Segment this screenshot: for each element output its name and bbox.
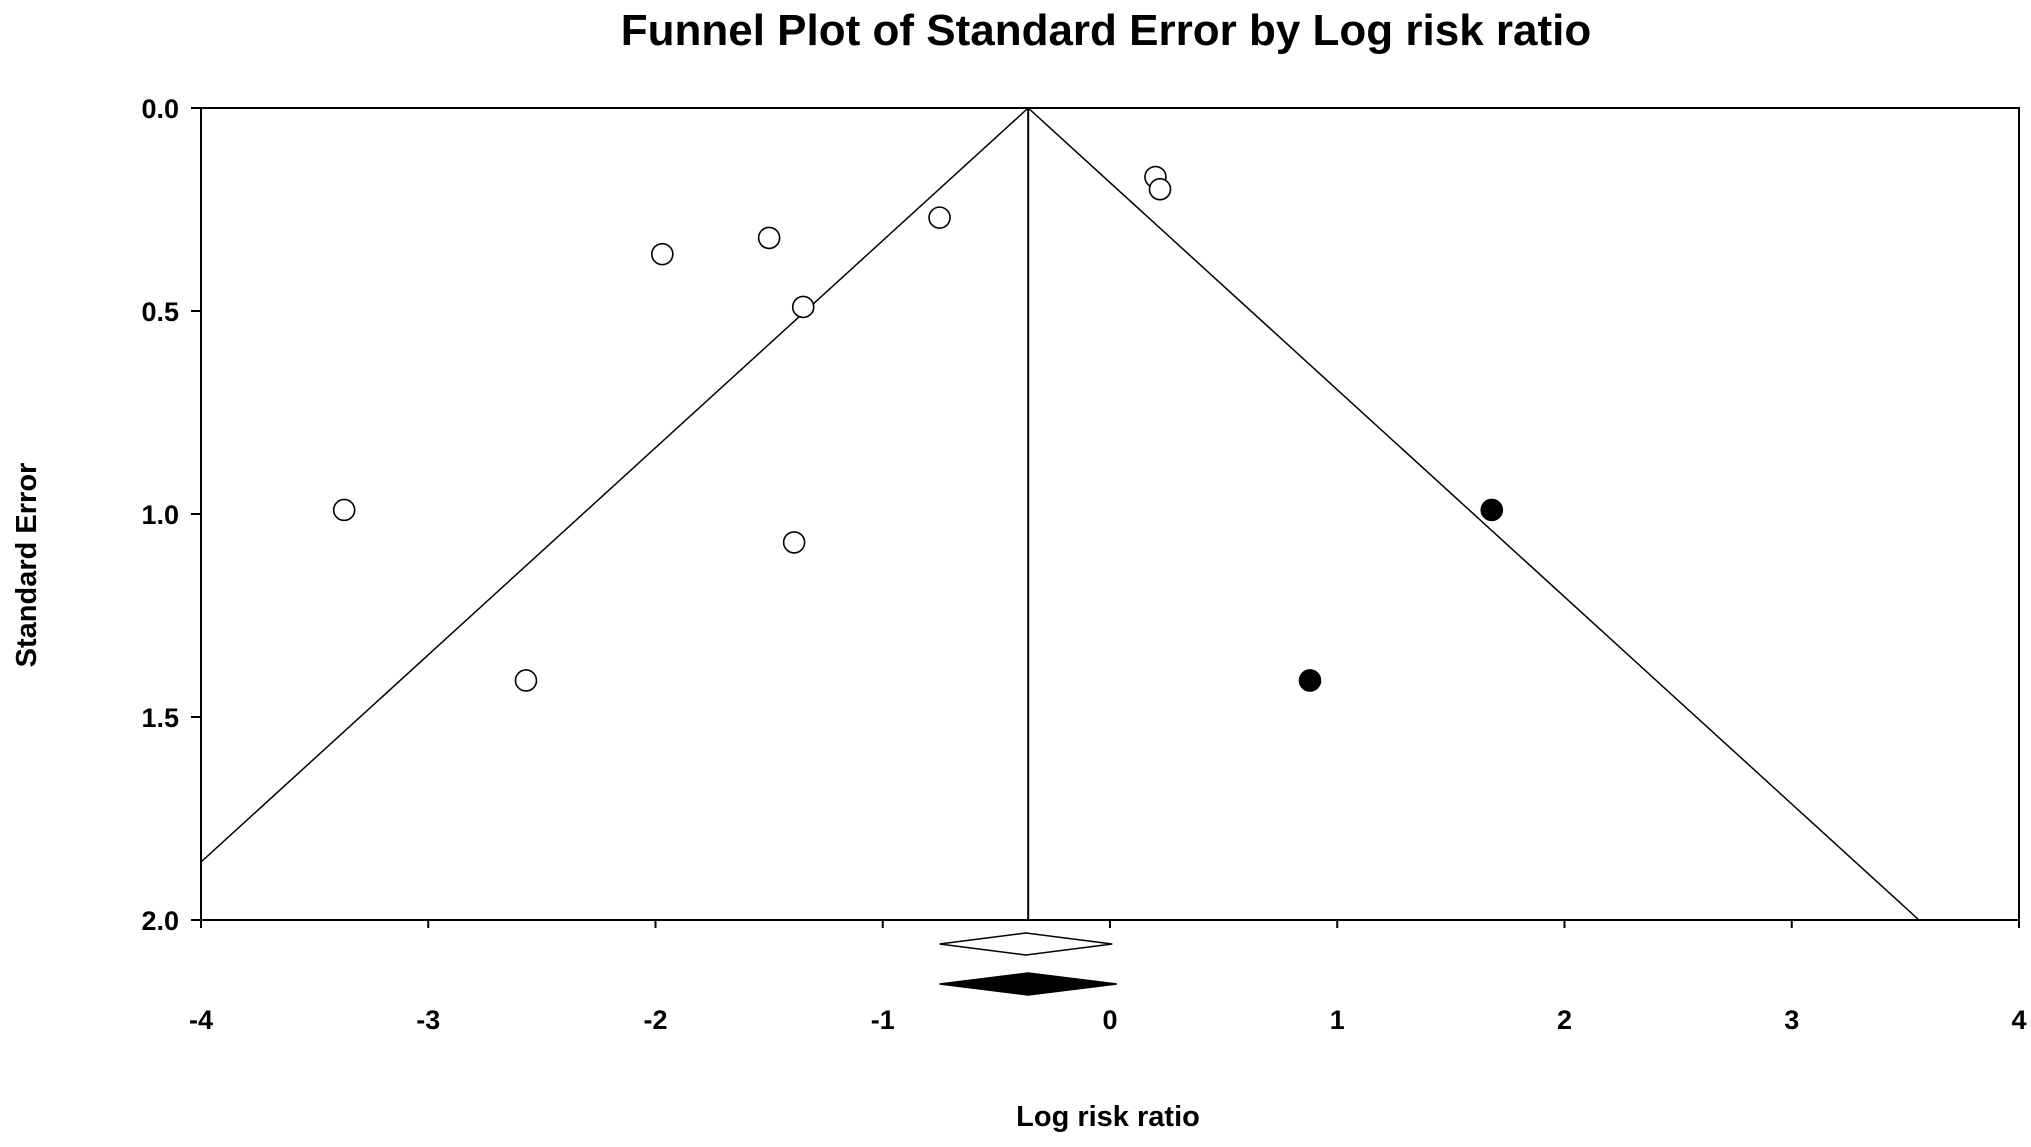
funnel-left-line [201, 108, 1029, 864]
y-tick-label: 0.5 [141, 297, 179, 327]
adjusted-summary-diamond [939, 972, 1117, 996]
x-tick-label: -1 [871, 1005, 895, 1035]
observed-study-point [651, 242, 674, 266]
plot-frame [200, 107, 2020, 921]
x-axis-label: Log risk ratio [1016, 1101, 1200, 1133]
y-tick-label: 0.0 [141, 94, 179, 124]
x-tick-label: 1 [1330, 1005, 1345, 1035]
y-tick-label: 1.5 [141, 703, 179, 733]
x-tick-label: 4 [2011, 1005, 2026, 1035]
funnel-right-line [1027, 108, 1920, 920]
observed-study-point [757, 226, 781, 250]
x-tick-label: -3 [416, 1005, 440, 1035]
chart-title: Funnel Plot of Standard Error by Log ris… [621, 6, 1592, 55]
x-tick-label: 0 [1102, 1005, 1117, 1035]
x-tick-label: -4 [189, 1005, 213, 1035]
x-tick-label: -2 [643, 1005, 667, 1035]
y-axis-label: Standard Error [11, 463, 43, 668]
imputed-study-point [1480, 498, 1504, 522]
observed-study-point [1148, 177, 1172, 201]
observed-study-point [782, 531, 806, 554]
x-tick-label: 2 [1557, 1005, 1572, 1035]
plot-area: 0.0 0.5 1.0 1.5 2.0 -4 -3 -2 -1 0 1 2 3 4 [141, 94, 2026, 1035]
observed-study-point [514, 669, 538, 692]
imputed-study-point [1298, 669, 1322, 692]
observed-study-point [928, 206, 951, 229]
x-tick-label: 3 [1784, 1005, 1799, 1035]
observed-study-point [791, 295, 815, 319]
y-tick-label: 1.0 [141, 500, 179, 530]
observed-study-point [332, 498, 356, 522]
observed-summary-diamond [939, 932, 1113, 956]
y-tick-label: 2.0 [141, 906, 179, 936]
